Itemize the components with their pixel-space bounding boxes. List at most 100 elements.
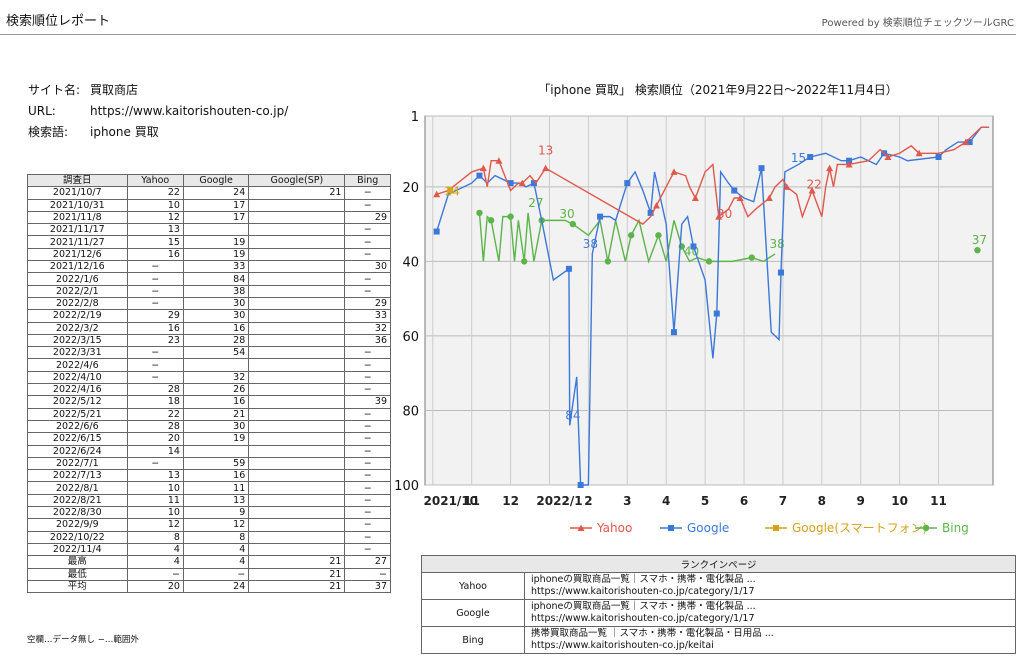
table-row: 2022/10/22 8 8− [27, 530, 391, 544]
rank-cell: 19 [182, 235, 250, 249]
table-row: 2021/11/8 12 17 29 [27, 210, 391, 225]
series-line-google [436, 126, 990, 486]
data-label: 30 [559, 207, 574, 221]
rank-cell: 12 [182, 518, 250, 532]
data-point [884, 153, 892, 160]
legend-entry: Google(スマートフォン) [792, 521, 927, 535]
rank-cell: 16 [182, 469, 250, 483]
rank-cell [248, 210, 346, 225]
date-cell: 2022/8/30 [27, 506, 128, 520]
rank-cell: 13 [182, 493, 250, 508]
rank-cell: 39 [344, 395, 391, 409]
rank-cell [248, 260, 346, 274]
rank-cell: 33 [182, 260, 250, 274]
data-point [476, 209, 483, 217]
date-cell: 2022/6/15 [27, 432, 128, 446]
rank-cell [248, 296, 346, 311]
data-point [826, 164, 834, 172]
rank-cell [248, 506, 346, 520]
engine-name: Bing [421, 626, 525, 654]
rank-cell [248, 370, 346, 385]
legend-entry: Bing [942, 521, 969, 535]
rank-in-header: ランクインページ [421, 555, 1016, 573]
date-cell: 2022/9/9 [27, 518, 128, 532]
page-url[interactable]: https://www.kaitorishouten-co.jp/keitai [531, 640, 714, 651]
data-point [783, 183, 791, 190]
page-url[interactable]: https://www.kaitorishouten-co.jp/categor… [531, 586, 755, 597]
table-row: 2022/6/24 14 − [27, 444, 391, 458]
legend-marker [668, 525, 674, 531]
engine-name: Yahoo [421, 572, 525, 600]
rank-cell [248, 272, 346, 286]
rank-cell: 13 [126, 469, 184, 483]
table-note: 空欄…データ無し −…範囲外 [27, 635, 139, 645]
rank-cell: 21 [248, 186, 346, 200]
data-point [715, 213, 723, 220]
page-url[interactable]: https://www.kaitorishouten-co.jp/categor… [531, 613, 755, 624]
rank-cell: 23 [126, 333, 184, 348]
rank-cell: 29 [126, 309, 184, 323]
rank-cell: − [344, 235, 391, 249]
rank-cell: 21 [248, 555, 346, 569]
date-cell: 2021/12/6 [27, 247, 128, 262]
rank-cell: 17 [182, 198, 250, 212]
y-tick-label: 80 [402, 404, 419, 419]
table-row: 2022/7/1−59− [27, 456, 391, 471]
site-name-label: サイト名: [28, 83, 81, 97]
rank-cell: − [344, 444, 391, 458]
rank-cell [182, 358, 250, 372]
rank-cell: 22 [126, 407, 184, 421]
rank-cell: 20 [126, 432, 184, 446]
x-tick-label: 12 [502, 494, 519, 508]
rank-cell: − [344, 518, 391, 532]
data-point [777, 269, 784, 276]
table-row: 2022/7/13 13 16 − [27, 469, 391, 483]
column-header: 調査日 [27, 173, 128, 188]
data-point [433, 190, 441, 198]
rank-cell: − [126, 567, 184, 581]
x-tick-label: 11 [930, 494, 947, 508]
rank-cell: 36 [344, 333, 391, 348]
data-point [507, 213, 514, 220]
keyword-label: 検索語: [28, 125, 69, 139]
table-row: 2022/4/16 28 26 − [27, 383, 391, 397]
rank-cell: − [344, 567, 391, 581]
data-point [542, 164, 550, 172]
rank-in-row: Google iphoneの買取商品一覧｜スマホ・携帯・電化製品 ... https… [421, 599, 1016, 627]
date-cell: 2022/2/8 [27, 296, 128, 311]
rank-cell: 38 [182, 284, 250, 298]
date-cell: 2022/7/1 [27, 456, 128, 471]
rank-cell: 24 [182, 186, 250, 200]
data-point [604, 258, 612, 265]
rank-cell: 28 [126, 383, 184, 397]
x-tick-label: 2 [584, 494, 592, 508]
rank-cell: − [182, 567, 250, 581]
date-cell: 2022/4/6 [27, 358, 128, 372]
table-row: 2022/8/21 11 13 − [27, 493, 391, 508]
date-cell: 2022/10/22 [27, 530, 128, 544]
data-point [713, 310, 720, 317]
page-title: iphoneの買取商品一覧｜スマホ・携帯・電化製品 ... [531, 574, 756, 585]
data-point [962, 138, 970, 146]
rank-cell: − [126, 296, 184, 311]
data-point [846, 157, 853, 164]
date-cell: 2022/11/4 [27, 542, 128, 557]
date-cell: 2022/3/2 [27, 321, 128, 335]
x-tick-label: 11 [463, 494, 480, 508]
data-point [476, 172, 483, 179]
rank-cell: 8 [126, 530, 184, 544]
rank-cell: 4 [126, 542, 184, 557]
rank-cell: − [344, 506, 391, 520]
rank-cell [248, 518, 346, 532]
rank-cell: 16 [182, 321, 250, 335]
summary-row: 最低 − −21− [27, 567, 391, 581]
rank-cell [248, 432, 346, 446]
rank-cell [248, 444, 346, 458]
data-label: 38 [583, 237, 598, 251]
rank-cell: − [344, 272, 391, 286]
site-name: 買取商店 [90, 83, 139, 97]
data-point [758, 165, 765, 172]
rank-cell [248, 419, 346, 434]
data-point [736, 194, 744, 201]
